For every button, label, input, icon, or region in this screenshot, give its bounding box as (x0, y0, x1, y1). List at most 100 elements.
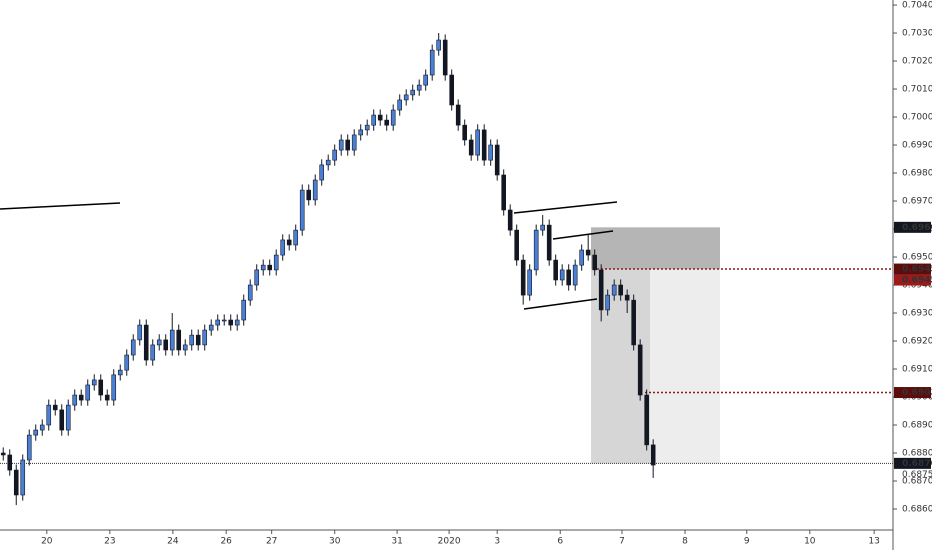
candle-body (371, 114, 377, 126)
candle-body (403, 94, 409, 101)
trendline (513, 201, 618, 214)
candle-body (527, 269, 532, 296)
candle-body (104, 394, 110, 401)
candle-body (33, 429, 39, 436)
candle-body (488, 144, 493, 161)
candle-body (494, 144, 500, 176)
candle-body (176, 329, 182, 351)
price-marker-label: 0.69456 (902, 276, 932, 286)
candle-body (631, 299, 636, 346)
x-tick-label: 30 (329, 537, 341, 547)
candle-body (163, 339, 169, 351)
candle-body (397, 99, 403, 111)
candle-body (234, 319, 240, 326)
candle-body (91, 379, 97, 386)
candle-body (338, 139, 344, 151)
candle-body (605, 294, 610, 311)
candle-body (462, 124, 467, 141)
price-marker-label: 0.68763 (902, 459, 932, 469)
candle-body (65, 404, 71, 431)
x-tick-label: 9 (744, 537, 750, 547)
candle-body (514, 229, 519, 261)
candle-body (39, 424, 45, 431)
candle-body (559, 269, 565, 281)
candle-body (117, 369, 123, 376)
candle-body (156, 339, 162, 346)
x-tick-label: 23 (104, 537, 115, 547)
candle-body (293, 229, 299, 246)
candle-body (137, 324, 143, 341)
candle-body (20, 459, 26, 496)
x-tick-label: 8 (682, 537, 688, 547)
candle-body (78, 394, 84, 401)
candle-body (442, 39, 448, 76)
candle-body (208, 324, 214, 331)
x-tick-label: 13 (868, 537, 879, 547)
candle-body (85, 384, 91, 401)
candle-body (475, 129, 480, 156)
candle-body (7, 454, 13, 471)
candle-body (592, 254, 597, 271)
candle-body (46, 404, 52, 426)
x-tick-label: 3 (494, 537, 500, 547)
candle-body (312, 179, 318, 201)
candle-body (143, 324, 149, 361)
candle-body (358, 129, 364, 136)
x-tick-label: 7 (619, 537, 625, 547)
trendline (0, 202, 121, 210)
candle-body (254, 269, 260, 286)
candles (0, 33, 656, 506)
candle-body (319, 164, 325, 181)
price-marker (894, 457, 931, 469)
candle-body (325, 159, 331, 166)
candle-body (390, 109, 396, 126)
candle-body (364, 124, 370, 131)
candle-body (351, 134, 357, 151)
candle-body (130, 339, 136, 356)
candle-body (182, 344, 188, 351)
candle-body (306, 189, 312, 201)
candle-body (416, 84, 422, 91)
candle-body (267, 264, 273, 271)
candle-body (553, 259, 558, 281)
candle-body (72, 394, 78, 406)
price-marker-label: 0.69457 (902, 265, 932, 275)
candle-body (423, 74, 429, 86)
candle-body (59, 409, 65, 431)
candle-body (332, 149, 338, 161)
candle-body (611, 284, 617, 296)
x-tick-label: 26 (220, 537, 232, 547)
candle-body (650, 444, 656, 466)
candle-body (260, 264, 266, 271)
candle-body (241, 299, 247, 321)
y-tick-label: 0.68600 (902, 505, 932, 515)
candle-body (566, 269, 571, 286)
candle-body (501, 174, 506, 211)
candle-body (410, 89, 416, 96)
x-tick-label: 27 (266, 537, 277, 547)
x-tick-label: 24 (167, 537, 179, 547)
price-marker (894, 221, 931, 233)
candle-body (228, 319, 234, 326)
candle-body (111, 374, 117, 401)
x-tick-label: 2020 (438, 537, 461, 547)
candle-body (377, 114, 383, 121)
candle-body (481, 129, 487, 161)
trendline (523, 298, 598, 310)
candle-body (507, 209, 513, 231)
